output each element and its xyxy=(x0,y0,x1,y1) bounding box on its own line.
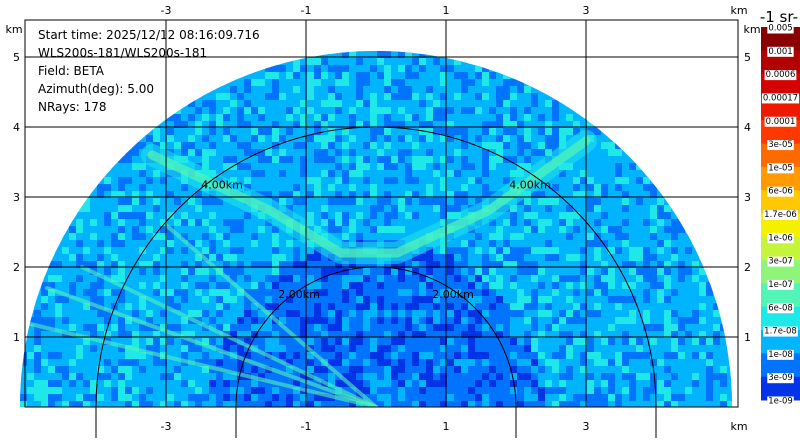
station-text: WLS200s-181/WLS200s-181 xyxy=(38,46,208,60)
colorbar-level-label: 1e-06 xyxy=(768,233,793,243)
colorbar-label-bg xyxy=(767,233,794,244)
colorbar-level-label: 0.0001 xyxy=(766,117,796,127)
colorbar-label-bg xyxy=(767,140,794,151)
colorbar-label-bg xyxy=(763,210,798,220)
range-ring-label: 4.00km xyxy=(509,179,551,192)
info-block: Start time: 2025/12/12 08:16:09.716 WLS2… xyxy=(38,26,260,116)
y-tick-label-right: 1 xyxy=(744,331,751,344)
x-unit-bottom: km xyxy=(730,420,747,433)
y-tick-label-left: 5 xyxy=(13,51,20,64)
colorbar-level-label: 0.001 xyxy=(768,47,792,57)
y-unit-left: km xyxy=(5,23,22,36)
y-tick-label-left: 3 xyxy=(13,191,20,204)
colorbar-level-label: 1.7e-08 xyxy=(764,327,797,337)
colorbar-label-bg xyxy=(761,93,800,104)
colorbar-label-bg xyxy=(767,163,794,174)
x-tick-label-top: -3 xyxy=(161,4,172,17)
colorbar-level-label: 3e-09 xyxy=(768,373,793,383)
range-ring-label: 2.00km xyxy=(278,288,320,301)
colorbar-label-bg xyxy=(767,46,794,57)
x-tick-label-bottom: -3 xyxy=(161,420,172,433)
x-tick-label-bottom: 1 xyxy=(443,420,450,433)
y-tick-label-right: 5 xyxy=(744,51,751,64)
colorbar-label-bg xyxy=(767,186,794,197)
y-tick-label-left: 1 xyxy=(13,331,20,344)
colorbar-level-label: 1e-08 xyxy=(768,350,793,360)
x-tick-label-top: 1 xyxy=(443,4,450,17)
colorbar-label-bg xyxy=(767,303,794,314)
x-unit-top: km xyxy=(730,4,747,17)
colorbar-label-bg xyxy=(767,396,794,407)
range-ring-label: 2.00km xyxy=(432,288,474,301)
colorbar-level-label: 0.0006 xyxy=(766,70,796,80)
colorbar-level-label: 3e-05 xyxy=(768,140,793,150)
plot-frame xyxy=(24,19,739,408)
colorbar-level-label: 1.7e-06 xyxy=(764,210,797,220)
colorbar-label-bg xyxy=(764,116,797,127)
colorbar-level-label: 0.005 xyxy=(768,24,792,34)
y-tick-label-right: 3 xyxy=(744,191,751,204)
colorbar-level-label: 1e-07 xyxy=(768,280,793,290)
colorbar-label-bg xyxy=(767,279,794,290)
colorbar-level-label: 1e-09 xyxy=(768,397,793,407)
y-tick-label-left: 4 xyxy=(13,121,20,134)
range-ring-label: 4.00km xyxy=(201,179,243,192)
colorbar-label-bg xyxy=(764,70,797,81)
x-tick-label-top: -1 xyxy=(301,4,312,17)
colorbar-level-label: 0.00017 xyxy=(763,93,798,103)
colorbar-label-bg xyxy=(763,326,798,337)
y-tick-label-right: 2 xyxy=(744,261,751,274)
nrays-text: NRays: 178 xyxy=(38,100,107,114)
y-tick-label-right: 4 xyxy=(744,121,751,134)
colorbar-level-label: 6e-08 xyxy=(768,303,793,313)
x-tick-label-bottom: -1 xyxy=(301,420,312,433)
start-time-text: Start time: 2025/12/12 08:16:09.716 xyxy=(38,28,260,42)
colorbar-label-bg xyxy=(767,23,794,34)
azimuth-text: Azimuth(deg): 5.00 xyxy=(38,82,155,96)
y-unit-right: km xyxy=(743,23,760,36)
colorbar-label-bg xyxy=(767,373,794,384)
colorbar-label-bg xyxy=(767,349,794,360)
field-text: Field: BETA xyxy=(38,64,104,78)
colorbar-unit-label: -1 sr- xyxy=(759,8,798,26)
colorbar-label-bg xyxy=(767,256,794,267)
colorbar-level-label: 6e-06 xyxy=(768,187,793,197)
colorbar-level-label: 3e-07 xyxy=(768,257,793,267)
x-tick-label-bottom: 3 xyxy=(583,420,590,433)
y-tick-label-left: 2 xyxy=(13,261,20,274)
x-tick-label-top: 3 xyxy=(583,4,590,17)
colorbar-level-label: 1e-05 xyxy=(768,163,793,173)
